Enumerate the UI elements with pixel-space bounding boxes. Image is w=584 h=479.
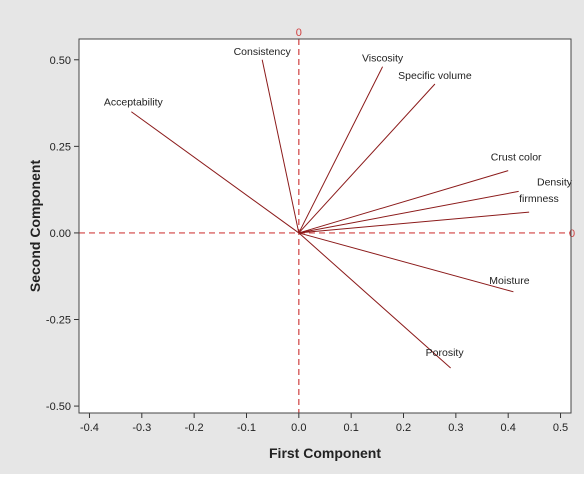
- x-tick-label: 0.1: [344, 422, 359, 434]
- y-axis-label: Second Component: [27, 160, 43, 293]
- x-tick-label: 0.4: [501, 422, 516, 434]
- loading-labels: Consistency Viscosity Specific volume Accep…: [104, 46, 573, 359]
- x-tick-label: -0.4: [80, 422, 99, 434]
- y-tick-label: 0.25: [50, 141, 71, 153]
- x-tick-label: 0.5: [553, 422, 568, 434]
- y-tick-label: 0.00: [50, 228, 71, 240]
- loading-label: Density: [537, 176, 573, 188]
- loading-vector: [298, 170, 509, 234]
- x-axis-label: First Component: [269, 445, 381, 461]
- vertical-zero-line-label: 0: [296, 27, 302, 39]
- loading-label: Moisture: [489, 275, 529, 287]
- loading-vector: [298, 66, 384, 234]
- loading-label: Specific volume: [398, 70, 472, 82]
- loading-label: Viscosity: [362, 53, 404, 65]
- loading-vector: [298, 83, 436, 234]
- loading-label: Porosity: [426, 347, 465, 359]
- x-tick-label: -0.1: [237, 422, 256, 434]
- loading-vector: [298, 232, 514, 293]
- plot-frame: [78, 38, 572, 414]
- loading-vectors: [131, 59, 530, 369]
- y-tick-label: -0.50: [46, 401, 71, 413]
- loading-label: Acceptability: [104, 97, 164, 109]
- loading-vector: [298, 211, 530, 234]
- horizontal-zero-line-label: 0: [569, 228, 575, 240]
- y-tick-label: -0.25: [46, 315, 71, 327]
- loading-label: firmness: [519, 193, 559, 205]
- loading-label: Consistency: [234, 46, 292, 58]
- x-tick-label: 0.2: [396, 422, 411, 434]
- x-tick-label: -0.2: [185, 422, 204, 434]
- loading-vector: [261, 59, 300, 234]
- x-axis: -0.4 -0.3 -0.2 -0.1 0.0 0.1 0.2 0.3 0.4 0.5: [80, 413, 568, 434]
- loading-vector: [131, 111, 300, 234]
- x-tick-label: -0.3: [132, 422, 151, 434]
- loading-label: Crust color: [491, 152, 542, 164]
- y-tick-label: 0.50: [50, 55, 71, 67]
- x-tick-label: 0.3: [448, 422, 463, 434]
- reference-lines: 00: [79, 27, 575, 413]
- loading-vector: [298, 232, 451, 369]
- loading-vector: [298, 190, 519, 234]
- plot-area: [79, 39, 571, 413]
- y-axis: -0.50 -0.25 0.00 0.25 0.50: [46, 55, 79, 413]
- x-tick-label: 0.0: [291, 422, 306, 434]
